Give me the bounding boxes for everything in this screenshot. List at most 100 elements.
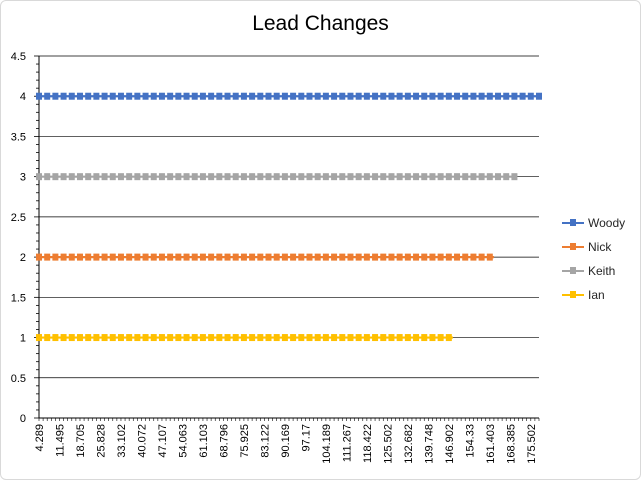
data-point-keith bbox=[445, 173, 452, 181]
data-point-ian bbox=[249, 334, 256, 342]
data-point-keith bbox=[462, 173, 469, 181]
legend-swatch-keith bbox=[562, 267, 584, 274]
x-tick-label: 4.289 bbox=[34, 424, 46, 452]
data-point-nick bbox=[257, 253, 264, 261]
data-point-woody bbox=[437, 92, 444, 100]
data-point-nick bbox=[224, 253, 231, 261]
data-point-keith bbox=[339, 173, 346, 181]
data-point-nick bbox=[281, 253, 288, 261]
data-point-woody bbox=[126, 92, 133, 100]
data-point-nick bbox=[413, 253, 420, 261]
data-point-woody bbox=[76, 92, 83, 100]
data-point-keith bbox=[44, 173, 51, 181]
data-point-woody bbox=[216, 92, 223, 100]
data-point-woody bbox=[142, 92, 149, 100]
data-point-ian bbox=[52, 334, 59, 342]
data-point-keith bbox=[429, 173, 436, 181]
data-point-ian bbox=[85, 334, 92, 342]
data-point-keith bbox=[150, 173, 157, 181]
data-point-nick bbox=[486, 253, 493, 261]
data-point-keith bbox=[183, 173, 190, 181]
data-point-woody bbox=[347, 92, 354, 100]
data-point-ian bbox=[273, 334, 280, 342]
data-point-ian bbox=[265, 334, 272, 342]
data-point-nick bbox=[396, 253, 403, 261]
data-point-keith bbox=[421, 173, 428, 181]
data-point-nick bbox=[240, 253, 247, 261]
data-point-woody bbox=[68, 92, 75, 100]
data-point-woody bbox=[495, 92, 502, 100]
data-point-nick bbox=[462, 253, 469, 261]
data-point-nick bbox=[355, 253, 362, 261]
legend-label-nick: Nick bbox=[588, 240, 612, 254]
data-point-keith bbox=[503, 173, 510, 181]
data-point-keith bbox=[85, 173, 92, 181]
data-point-ian bbox=[281, 334, 288, 342]
data-point-nick bbox=[429, 253, 436, 261]
data-point-ian bbox=[109, 334, 116, 342]
data-point-keith bbox=[413, 173, 420, 181]
data-point-nick bbox=[134, 253, 141, 261]
data-point-woody bbox=[199, 92, 206, 100]
data-point-ian bbox=[224, 334, 231, 342]
data-point-woody bbox=[355, 92, 362, 100]
data-point-woody bbox=[224, 92, 231, 100]
data-point-ian bbox=[306, 334, 313, 342]
data-point-ian bbox=[429, 334, 436, 342]
data-point-keith bbox=[224, 173, 231, 181]
data-point-woody bbox=[372, 92, 379, 100]
data-point-nick bbox=[290, 253, 297, 261]
y-tick-label: 0 bbox=[20, 413, 26, 425]
x-tick-label: 118.422 bbox=[362, 424, 374, 463]
data-point-nick bbox=[150, 253, 157, 261]
data-point-keith bbox=[331, 173, 338, 181]
data-point-woody bbox=[478, 92, 485, 100]
data-point-keith bbox=[175, 173, 182, 181]
data-point-keith bbox=[117, 173, 124, 181]
data-point-woody bbox=[232, 92, 239, 100]
data-point-nick bbox=[273, 253, 280, 261]
data-point-keith bbox=[208, 173, 215, 181]
data-point-ian bbox=[199, 334, 206, 342]
data-point-ian bbox=[396, 334, 403, 342]
data-point-nick bbox=[363, 253, 370, 261]
data-point-woody bbox=[413, 92, 420, 100]
y-tick-label: 2 bbox=[20, 252, 26, 264]
data-point-woody bbox=[314, 92, 321, 100]
data-point-ian bbox=[126, 334, 133, 342]
x-tick-label: 54.063 bbox=[177, 424, 189, 458]
data-point-nick bbox=[372, 253, 379, 261]
data-point-woody bbox=[363, 92, 370, 100]
data-point-woody bbox=[191, 92, 198, 100]
data-point-keith bbox=[93, 173, 100, 181]
data-point-woody bbox=[331, 92, 338, 100]
data-point-nick bbox=[183, 253, 190, 261]
data-point-keith bbox=[511, 173, 518, 181]
y-tick-label: 4 bbox=[20, 91, 26, 103]
data-point-keith bbox=[298, 173, 305, 181]
data-point-woody bbox=[150, 92, 157, 100]
data-point-ian bbox=[60, 334, 67, 342]
x-tick-label: 146.902 bbox=[444, 424, 456, 464]
data-point-ian bbox=[240, 334, 247, 342]
data-point-nick bbox=[101, 253, 108, 261]
legend-label-keith: Keith bbox=[588, 264, 616, 278]
legend-label-ian: Ian bbox=[588, 288, 605, 302]
data-point-woody bbox=[519, 92, 526, 100]
x-tick-label: 75.925 bbox=[239, 424, 251, 458]
x-tick-label: 68.796 bbox=[218, 424, 230, 458]
data-point-nick bbox=[36, 253, 42, 261]
legend-swatch-woody bbox=[562, 219, 584, 226]
data-point-woody bbox=[134, 92, 141, 100]
data-point-nick bbox=[85, 253, 92, 261]
data-point-keith bbox=[68, 173, 75, 181]
x-tick-label: 61.103 bbox=[198, 424, 210, 458]
x-tick-label: 125.502 bbox=[382, 424, 394, 464]
data-point-ian bbox=[298, 334, 305, 342]
y-tick-label: 0.5 bbox=[11, 373, 26, 385]
data-point-woody bbox=[454, 92, 461, 100]
data-point-nick bbox=[60, 253, 67, 261]
data-point-woody bbox=[536, 92, 542, 100]
data-point-keith bbox=[306, 173, 313, 181]
data-point-nick bbox=[158, 253, 165, 261]
